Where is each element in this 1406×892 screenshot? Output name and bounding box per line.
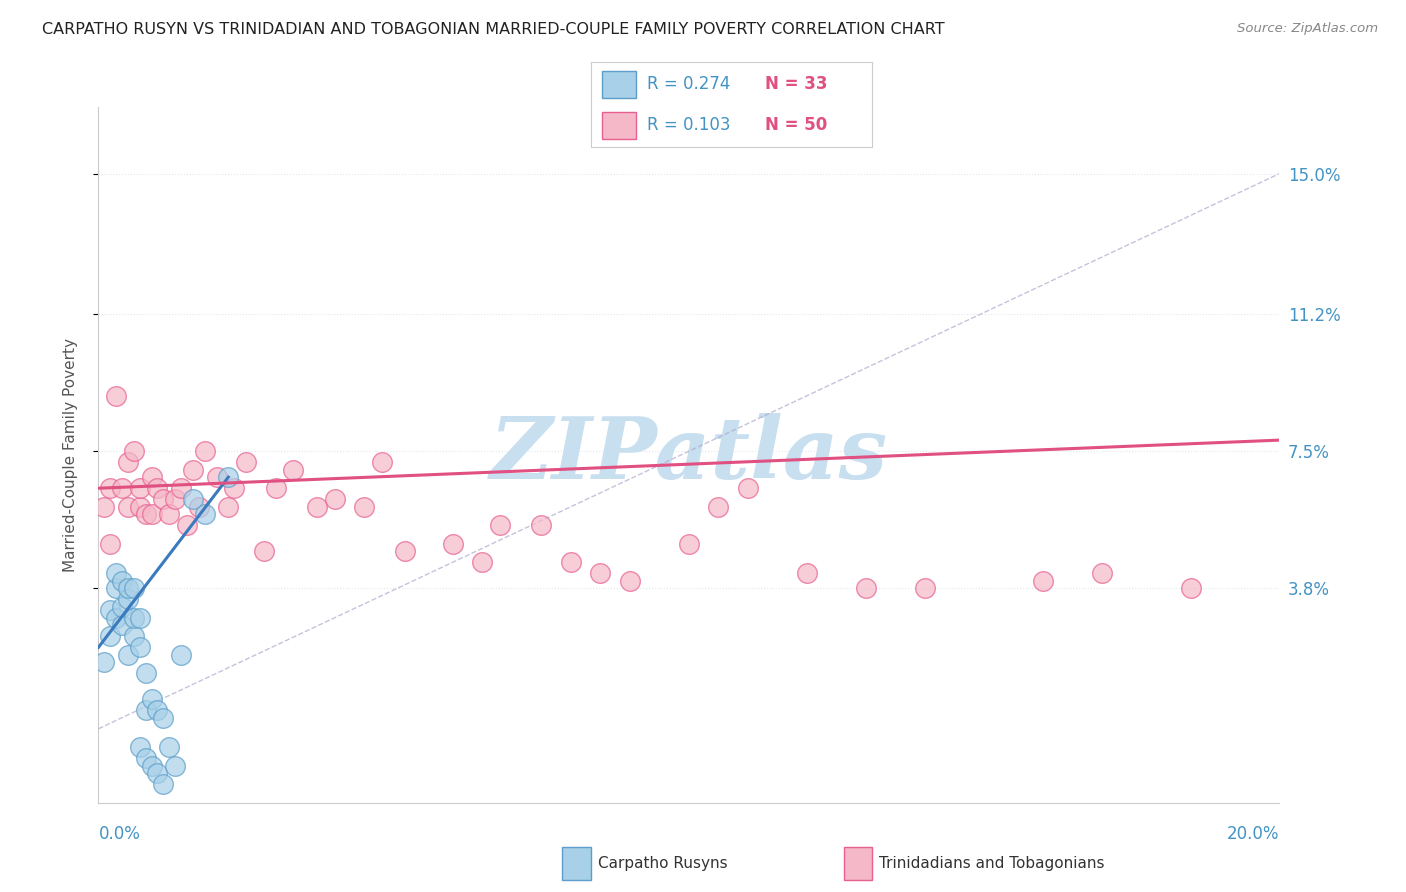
Text: 0.0%: 0.0% bbox=[98, 825, 141, 843]
Point bbox=[105, 389, 128, 403]
Point bbox=[170, 648, 193, 662]
Point bbox=[111, 574, 134, 588]
Point bbox=[1091, 566, 1114, 581]
Point bbox=[122, 581, 145, 595]
Point bbox=[489, 518, 512, 533]
Point bbox=[589, 566, 612, 581]
Point bbox=[855, 581, 877, 595]
Point bbox=[122, 611, 145, 625]
Point bbox=[205, 470, 228, 484]
Point bbox=[441, 537, 464, 551]
Point bbox=[165, 759, 187, 773]
Point bbox=[181, 463, 204, 477]
Point bbox=[141, 507, 163, 521]
Text: 20.0%: 20.0% bbox=[1227, 825, 1279, 843]
Point bbox=[135, 507, 157, 521]
Point bbox=[93, 500, 115, 514]
Point bbox=[128, 611, 150, 625]
Point bbox=[117, 592, 139, 607]
Point bbox=[283, 463, 305, 477]
Point bbox=[146, 481, 169, 495]
Point bbox=[111, 481, 134, 495]
Point bbox=[914, 581, 936, 595]
Point bbox=[152, 777, 174, 791]
Point bbox=[117, 648, 139, 662]
Point bbox=[1032, 574, 1054, 588]
Point bbox=[135, 751, 157, 765]
Text: CARPATHO RUSYN VS TRINIDADIAN AND TOBAGONIAN MARRIED-COUPLE FAMILY POVERTY CORRE: CARPATHO RUSYN VS TRINIDADIAN AND TOBAGO… bbox=[42, 22, 945, 37]
Point bbox=[105, 581, 128, 595]
Point bbox=[394, 544, 416, 558]
Text: R = 0.274: R = 0.274 bbox=[647, 76, 730, 94]
Bar bbox=[602, 71, 636, 98]
Bar bbox=[602, 112, 636, 139]
Point bbox=[117, 455, 139, 469]
Point bbox=[152, 711, 174, 725]
Point bbox=[323, 492, 346, 507]
Point bbox=[619, 574, 641, 588]
Point bbox=[98, 603, 121, 617]
Point bbox=[157, 740, 180, 755]
Point bbox=[264, 481, 287, 495]
Point bbox=[181, 492, 204, 507]
Point bbox=[530, 518, 553, 533]
Point bbox=[176, 518, 198, 533]
Point bbox=[796, 566, 818, 581]
Point bbox=[737, 481, 759, 495]
Point bbox=[371, 455, 394, 469]
Point bbox=[122, 629, 145, 643]
Point bbox=[157, 507, 180, 521]
Point bbox=[217, 500, 239, 514]
Point bbox=[141, 759, 163, 773]
Point bbox=[235, 455, 257, 469]
Point bbox=[170, 481, 193, 495]
Point bbox=[98, 481, 121, 495]
Point bbox=[105, 566, 128, 581]
Point bbox=[105, 611, 128, 625]
Point bbox=[111, 599, 134, 614]
Text: ZIPatlas: ZIPatlas bbox=[489, 413, 889, 497]
Point bbox=[135, 703, 157, 717]
Point bbox=[141, 692, 163, 706]
Point bbox=[560, 555, 582, 569]
Point bbox=[471, 555, 494, 569]
Point bbox=[678, 537, 700, 551]
Point bbox=[128, 640, 150, 655]
Point bbox=[122, 444, 145, 458]
Point bbox=[146, 703, 169, 717]
Text: Trinidadians and Tobagonians: Trinidadians and Tobagonians bbox=[879, 856, 1104, 871]
Point bbox=[135, 666, 157, 681]
Y-axis label: Married-Couple Family Poverty: Married-Couple Family Poverty bbox=[63, 338, 77, 572]
Point bbox=[707, 500, 730, 514]
Text: N = 33: N = 33 bbox=[765, 76, 827, 94]
Point bbox=[353, 500, 375, 514]
Point bbox=[146, 766, 169, 780]
Point bbox=[1180, 581, 1202, 595]
Point bbox=[194, 507, 217, 521]
Point bbox=[187, 500, 209, 514]
Point bbox=[253, 544, 276, 558]
Point bbox=[98, 537, 121, 551]
Point bbox=[141, 470, 163, 484]
Point bbox=[224, 481, 246, 495]
Point bbox=[217, 470, 239, 484]
Point bbox=[98, 629, 121, 643]
Text: Source: ZipAtlas.com: Source: ZipAtlas.com bbox=[1237, 22, 1378, 36]
Point bbox=[128, 481, 150, 495]
Point bbox=[117, 581, 139, 595]
Point bbox=[194, 444, 217, 458]
Point bbox=[128, 740, 150, 755]
Point bbox=[305, 500, 328, 514]
Text: R = 0.103: R = 0.103 bbox=[647, 116, 730, 134]
Point bbox=[117, 500, 139, 514]
Text: N = 50: N = 50 bbox=[765, 116, 827, 134]
Point bbox=[152, 492, 174, 507]
Point bbox=[128, 500, 150, 514]
Point bbox=[93, 655, 115, 669]
Point bbox=[111, 618, 134, 632]
Text: Carpatho Rusyns: Carpatho Rusyns bbox=[598, 856, 727, 871]
Point bbox=[165, 492, 187, 507]
